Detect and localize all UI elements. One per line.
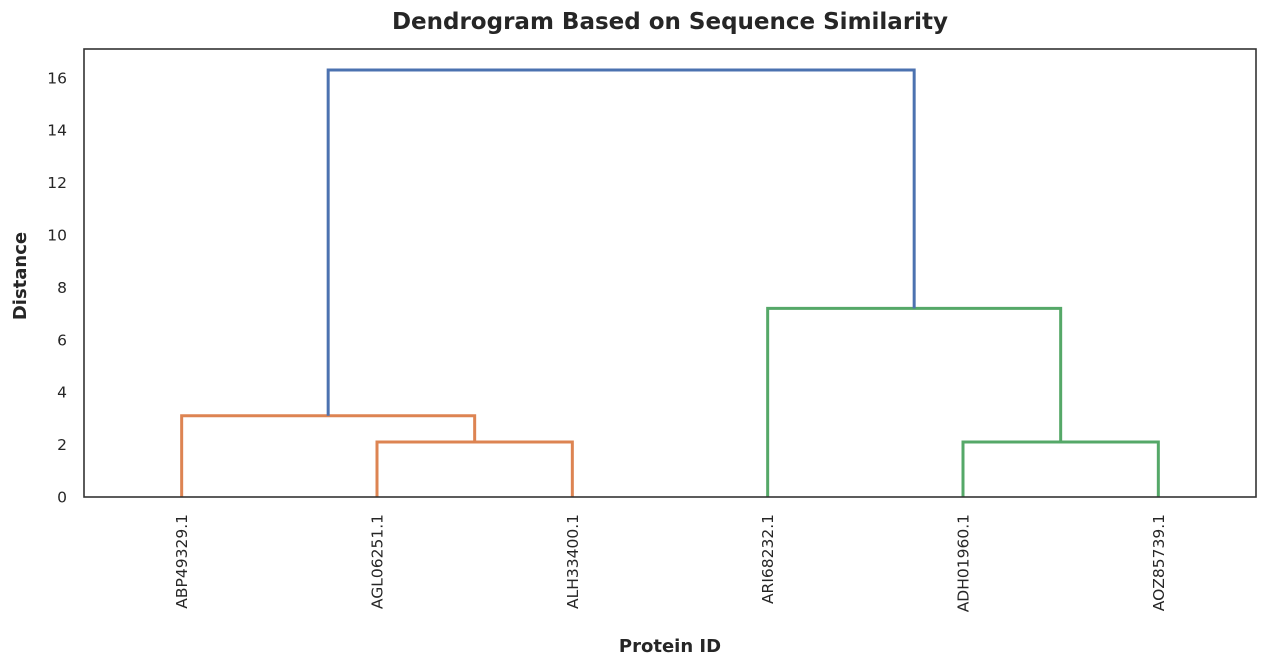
x-tick-label-leaf: ABP49329.1 [173, 514, 191, 609]
x-tick-label-leaf: AGL06251.1 [369, 514, 387, 609]
y-tick-label: 4 [57, 384, 67, 402]
x-tick-label-leaf: ALH33400.1 [564, 514, 582, 609]
dendrogram-links [180, 68, 1160, 497]
y-tick-label: 12 [47, 174, 67, 192]
dendrogram-link [375, 440, 574, 497]
y-tick-label: 16 [47, 69, 67, 87]
y-tick-label: 2 [57, 436, 67, 454]
y-tick-label: 14 [47, 122, 67, 140]
x-axis-label: Protein ID [619, 636, 721, 657]
dendrogram-link [180, 414, 477, 497]
plot-frame [83, 48, 1257, 498]
y-axis-label: Distance [10, 232, 31, 320]
y-axis-ticks: 0 2 4 6 8 10 12 14 16 [47, 69, 67, 506]
y-tick-label: 8 [57, 279, 67, 297]
y-tick-label: 10 [47, 227, 67, 245]
dendrogram-link [326, 68, 916, 416]
y-tick-label: 0 [57, 489, 67, 507]
x-tick-label-leaf: ADH01960.1 [955, 514, 973, 612]
dendrogram-link [766, 306, 1063, 497]
x-tick-label-leaf: ARI68232.1 [759, 514, 777, 604]
x-tick-label-leaf: AOZ85739.1 [1150, 514, 1168, 611]
dendrogram-link [961, 440, 1160, 497]
y-tick-label: 6 [57, 331, 67, 349]
chart-title: Dendrogram Based on Sequence Similarity [392, 9, 948, 35]
x-axis-ticks: ABP49329.1 AGL06251.1 ALH33400.1 ARI68232.1… [173, 514, 1168, 612]
